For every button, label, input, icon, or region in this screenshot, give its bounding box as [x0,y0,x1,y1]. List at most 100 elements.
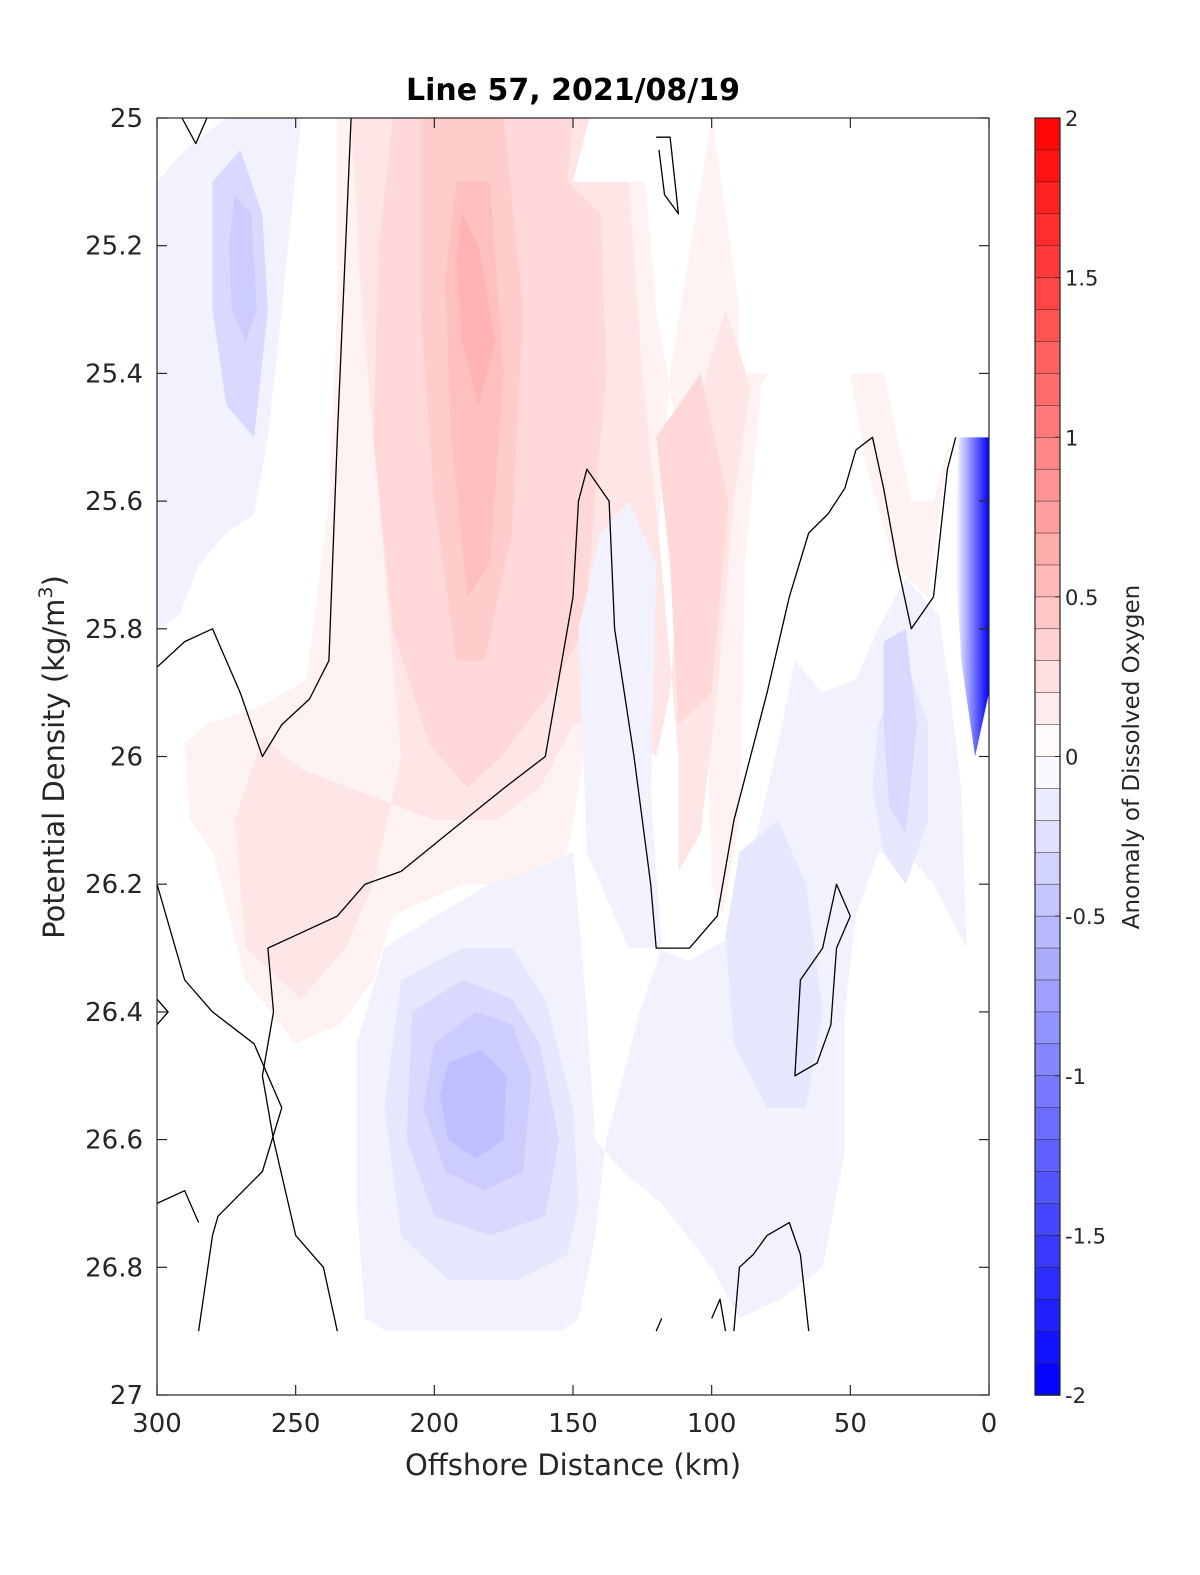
zero-contour-line [157,998,169,1026]
x-axis-ticks: 300 250 200 150 100 50 0 [132,118,997,1439]
y-axis-label-main: Potential Density (kg/m [37,599,71,939]
zero-contour-lines [157,118,957,1332]
zero-contour-line [711,1298,727,1332]
x-tick-label: 50 [834,1409,867,1439]
y-tick-label: 25.6 [85,487,143,517]
colorbar-swatch [1034,947,1061,981]
colorbar-swatch [1034,596,1061,630]
colorbar-swatch [1034,660,1061,694]
y-axis-label-superscript: 3 [35,586,57,598]
x-tick-label: 0 [981,1409,998,1439]
anomaly-region [850,373,951,597]
colorbar-swatch [1034,564,1061,598]
anomaly-region [229,194,257,342]
colorbar-swatch [1034,915,1061,949]
colorbar-tick-label: 2 [1065,107,1078,131]
colorbar-swatch [1034,341,1061,375]
colorbar-swatch [1034,277,1061,311]
y-tick-label: 25.4 [85,359,143,389]
colorbar-swatch [1034,373,1061,407]
filled-contours [157,118,989,1395]
y-tick-label: 25 [110,104,143,134]
colorbar-tick-label: 0 [1065,746,1078,770]
colorbar: 2 1.5 1 0.5 0 -0.5 -1 -1.5 -2 Anomaly of Dissolv… [1034,107,1145,1408]
anomaly-region [439,1050,507,1159]
y-tick-label: 26.2 [85,870,143,900]
colorbar-tick-label: -0.5 [1065,905,1106,929]
colorbar-swatch [1034,883,1061,917]
zero-contour-line [261,436,957,1332]
zero-contour-line [157,884,283,1332]
colorbar-swatch [1034,1011,1061,1045]
y-axis-ticks: 25 25.2 25.4 25.6 25.8 26 26.2 26.4 26.6 26.8 27 [85,104,989,1411]
colorbar-swatch [1034,309,1061,343]
colorbar-swatch [1034,788,1061,822]
y-tick-label: 26.4 [85,998,143,1028]
x-axis-label: Offshore Distance (km) [405,1448,741,1482]
colorbar-tick-label: 0.5 [1065,586,1098,610]
colorbar-swatch [1034,1235,1061,1269]
colorbar-swatch [1034,500,1061,534]
colorbar-swatch [1034,468,1061,502]
colorbar-swatch [1034,117,1061,151]
colorbar-swatch [1034,1075,1061,1109]
colorbar-swatch [1034,692,1061,726]
colorbar-swatch [1034,149,1061,183]
colorbar-swatch [1034,213,1061,247]
zero-contour-line [655,1318,663,1332]
colorbar-swatch [1034,628,1061,662]
colorbar-swatch [1034,437,1061,470]
colorbar-tick-label: 1.5 [1065,267,1098,291]
anomaly-region [656,373,729,725]
colorbar-tick-label: -2 [1065,1384,1086,1408]
colorbar-swatch [1034,1043,1061,1077]
zero-contour-line [157,118,352,758]
colorbar-swatch [1034,181,1061,215]
colorbar-swatch [1034,1139,1061,1173]
anomaly-region [725,820,823,1108]
no-data-region [573,118,989,438]
y-axis-label: Potential Density (kg/m3) [35,575,71,939]
colorbar-swatch [1034,852,1061,885]
zero-contour-line [733,1221,810,1332]
x-tick-label: 300 [132,1409,182,1439]
colorbar-tick-label: 1 [1065,426,1078,450]
colorbar-swatch [1034,1330,1061,1364]
colorbar-label: Anomaly of Dissolved Oxygen [1119,585,1145,930]
zero-contour-line [157,1190,200,1223]
colorbar-ticks: 2 1.5 1 0.5 0 -0.5 -1 -1.5 -2 [1055,107,1106,1408]
x-tick-label: 150 [548,1409,598,1439]
coastal-anomaly-region [955,437,989,757]
x-tick-label: 250 [271,1409,321,1439]
colorbar-swatch [1034,405,1061,438]
colorbar-tick-label: -1.5 [1065,1224,1106,1248]
colorbar-swatch [1034,1362,1061,1396]
chart-title: Line 57, 2021/08/19 [406,73,740,108]
y-tick-label: 27 [110,1381,143,1411]
anomaly-region [883,628,917,834]
colorbar-swatches [1034,117,1061,1396]
colorbar-swatch [1034,724,1061,758]
colorbar-swatch [1034,1203,1061,1237]
no-data-region [157,1331,989,1395]
y-tick-label: 26.8 [85,1253,143,1283]
colorbar-swatch [1034,1298,1061,1332]
colorbar-swatch [1034,532,1061,566]
y-axis-label-close: ) [37,575,71,586]
y-tick-label: 26 [110,743,143,773]
x-tick-label: 100 [687,1409,737,1439]
zero-contour-line [656,136,680,215]
x-tick-label: 200 [410,1409,460,1439]
colorbar-swatch [1034,820,1061,854]
y-tick-label: 26.6 [85,1126,143,1156]
colorbar-tick-label: -1 [1065,1065,1086,1089]
plot-area: 300 250 200 150 100 50 0 2525.225.425.625.8262… [85,104,997,1439]
zero-contour-line [181,118,208,145]
colorbar-swatch [1034,1267,1061,1300]
y-tick-label: 25.2 [85,232,143,262]
colorbar-swatch [1034,756,1061,790]
colorbar-swatch [1034,979,1061,1013]
anomaly-region [456,213,496,406]
colorbar-swatch [1034,1171,1061,1205]
